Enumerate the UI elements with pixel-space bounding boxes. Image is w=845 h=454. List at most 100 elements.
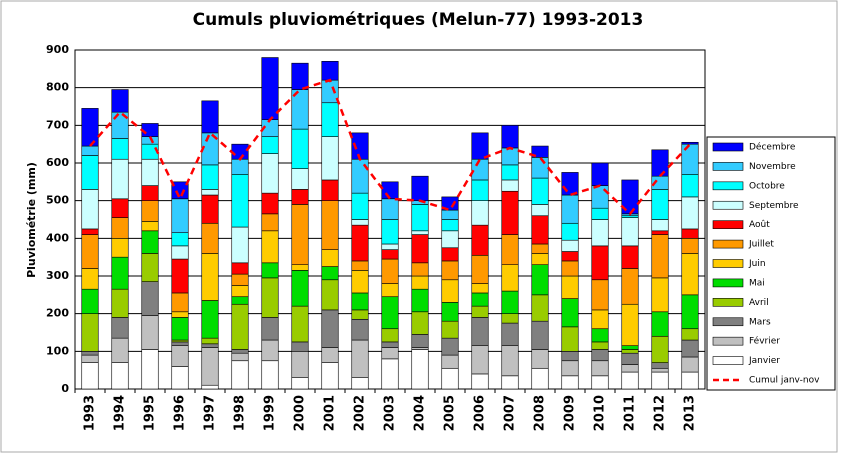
bar-segment — [651, 219, 669, 232]
bar-segment — [651, 189, 669, 220]
bar-segment — [441, 302, 459, 322]
bar-segment — [441, 354, 459, 369]
bar-segment — [591, 328, 609, 343]
bar-segment — [81, 268, 99, 290]
bar-segment — [621, 268, 639, 305]
bar-segment — [201, 194, 219, 224]
y-tick-label: 900 — [46, 43, 69, 56]
legend-swatch — [712, 317, 744, 327]
bar-segment — [231, 352, 249, 362]
bar-segment — [351, 158, 369, 194]
legend-label: Avril — [749, 298, 769, 308]
x-tick-label: 2006 — [473, 395, 488, 431]
bar-segment — [291, 351, 309, 379]
bar-segment — [441, 247, 459, 262]
y-axis-label: Pluviométrie (mm) — [25, 162, 38, 278]
bar-segment — [621, 303, 639, 346]
bar-segment — [411, 175, 429, 201]
bar-segment — [411, 204, 429, 232]
x-tick-label: 2000 — [293, 395, 308, 431]
bar-segment — [441, 320, 459, 339]
legend-label: Mai — [749, 278, 765, 288]
bar-segment — [291, 305, 309, 343]
bar-segment — [291, 189, 309, 205]
bar-segment — [111, 256, 129, 290]
bar-segment — [81, 155, 99, 190]
bar-segment — [381, 243, 399, 250]
bar-segment — [681, 339, 699, 358]
legend-swatch — [712, 239, 744, 249]
bar-segment — [171, 311, 189, 318]
bar-segment — [681, 356, 699, 373]
bar-segment — [561, 351, 579, 362]
bar-segment — [561, 360, 579, 377]
bar-segment — [111, 158, 129, 200]
bar-segment — [231, 143, 249, 160]
bar-segment — [381, 198, 399, 220]
bar-segment — [501, 190, 519, 235]
bar-segment — [291, 377, 309, 390]
bar-segment — [441, 219, 459, 232]
bar-segment — [591, 245, 609, 281]
bar-segment — [201, 300, 219, 339]
bar-segment — [231, 174, 249, 228]
bar-segment — [591, 341, 609, 350]
bar-segment — [441, 367, 459, 390]
bar-segment — [141, 123, 159, 137]
bar-segment — [591, 279, 609, 311]
bar-segment — [591, 349, 609, 362]
bar-segment — [261, 339, 279, 362]
bar-segment — [471, 292, 489, 307]
bar-segment — [591, 309, 609, 330]
bar-segment — [501, 234, 519, 265]
bar-segment — [351, 319, 369, 341]
bar-segment — [471, 254, 489, 284]
bar-segment — [81, 234, 99, 269]
bar-segment — [411, 349, 429, 390]
bar-segment — [141, 230, 159, 254]
chart-title: Cumuls pluviométriques (Melun-77) 1993-2… — [193, 10, 644, 30]
bar-segment — [81, 189, 99, 230]
bar-segment — [201, 189, 219, 196]
bar-segment — [441, 279, 459, 303]
bar-segment — [381, 249, 399, 260]
legend-label: Septembre — [749, 201, 799, 211]
bar-segment — [621, 371, 639, 390]
bar-segment — [471, 179, 489, 201]
bar-segment — [531, 349, 549, 369]
bar-segment — [381, 296, 399, 330]
x-tick-label: 2013 — [683, 395, 698, 431]
bar-segment — [231, 360, 249, 390]
y-tick-label: 300 — [46, 269, 69, 282]
bar-segment — [321, 79, 339, 104]
bar-segment — [351, 270, 369, 294]
bar-segment — [351, 192, 369, 220]
bar-segment — [441, 230, 459, 249]
bar-segment — [381, 341, 399, 348]
legend-swatch — [712, 162, 744, 171]
bar-segment — [111, 138, 129, 160]
bar-segment — [501, 179, 519, 192]
bar-segment — [411, 311, 429, 335]
bar-segment — [231, 349, 249, 354]
bar-segment — [321, 179, 339, 201]
bar-segment — [531, 243, 549, 254]
bar-segment — [651, 371, 669, 390]
bar-segment — [681, 141, 699, 145]
bar-segment — [171, 245, 189, 260]
legend-label: Janvier — [748, 356, 780, 366]
bar-segment — [591, 360, 609, 377]
x-tick-label: 2004 — [413, 395, 428, 431]
bar-segment — [201, 100, 219, 134]
legend-label: Octobre — [749, 181, 785, 191]
bar-segment — [81, 362, 99, 390]
bar-segment — [261, 192, 279, 215]
bar-segment — [231, 296, 249, 305]
bar-segment — [201, 384, 219, 390]
bar-segment — [681, 328, 699, 341]
bar-segment — [501, 164, 519, 181]
bar-segment — [261, 213, 279, 232]
bar-segment — [591, 219, 609, 247]
bar-segment — [531, 157, 549, 179]
